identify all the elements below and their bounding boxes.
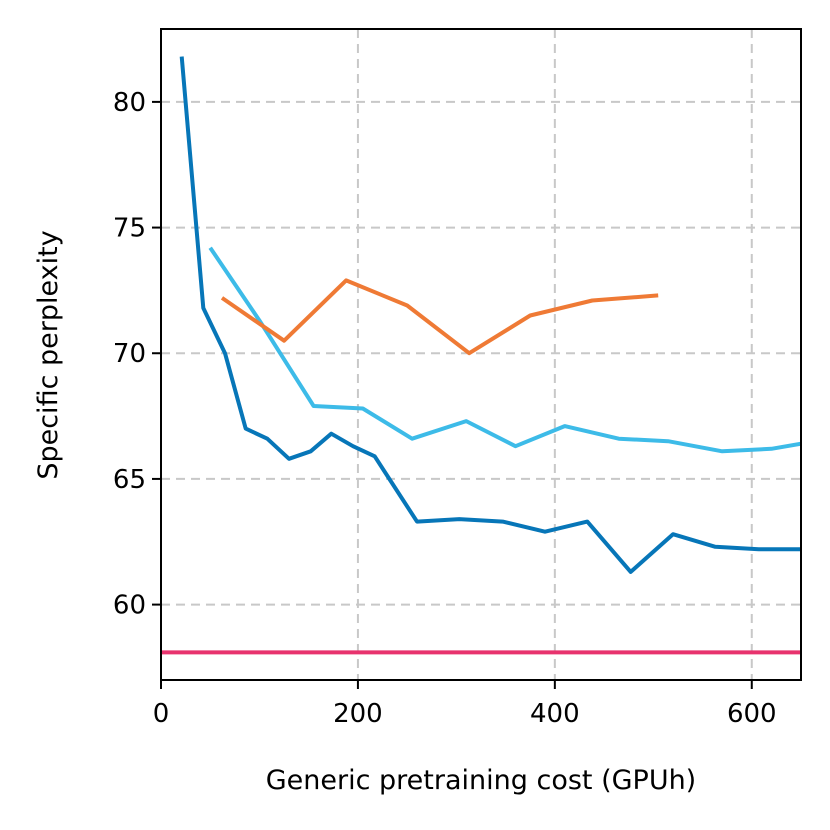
y-tick-label: 65 — [113, 465, 146, 495]
y-tick-label: 80 — [113, 88, 146, 118]
x-axis: 0 200 400 600 — [153, 680, 777, 729]
x-tick-label: 400 — [530, 699, 580, 729]
series-group — [161, 56, 801, 655]
plot-frame — [160, 28, 802, 681]
y-tick-label: 70 — [113, 339, 146, 369]
y-axis-label: Specific perplexity — [33, 230, 64, 479]
series-light-blue — [208, 246, 801, 454]
grid — [161, 29, 801, 680]
x-tick-label: 600 — [727, 699, 777, 729]
y-tick-label: 75 — [113, 214, 146, 244]
x-tick-label: 0 — [153, 699, 170, 729]
y-axis: 60 65 70 75 80 — [113, 88, 161, 621]
series-orange — [220, 278, 659, 356]
y-tick-label: 60 — [113, 591, 146, 621]
x-tick-label: 200 — [333, 699, 383, 729]
series-dark-blue — [179, 56, 801, 574]
x-axis-label: Generic pretraining cost (GPUh) — [266, 765, 696, 796]
